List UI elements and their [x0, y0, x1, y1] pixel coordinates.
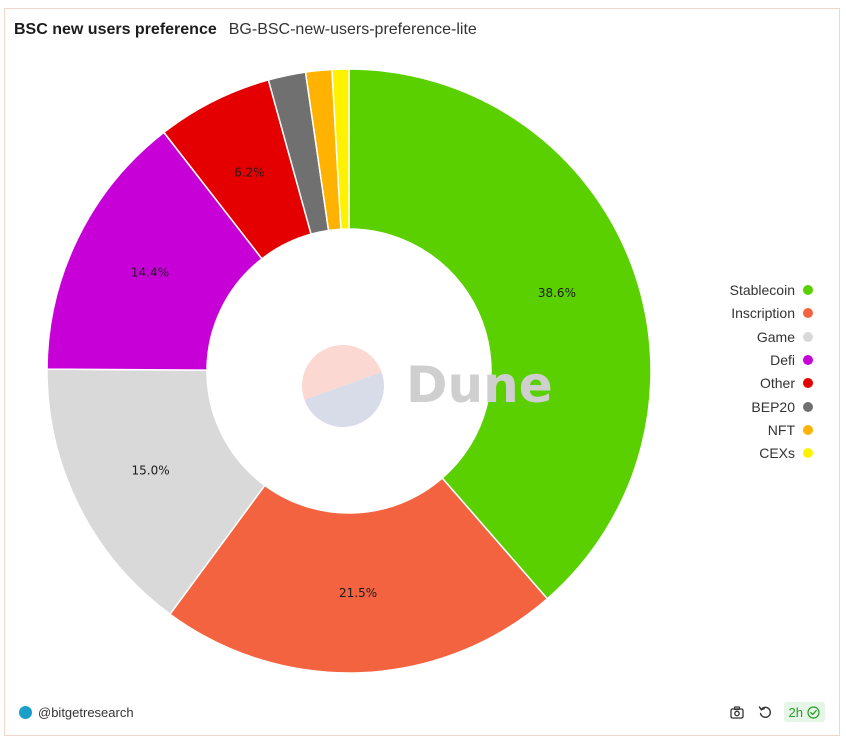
legend-item-defi[interactable]: Defi [770, 351, 813, 369]
chart-header: BSC new users preference BG-BSC-new-user… [14, 21, 477, 39]
legend-item-inscription[interactable]: Inscription [731, 304, 813, 322]
author-avatar [19, 706, 32, 719]
check-circle-icon [807, 705, 820, 719]
legend-item-stablecoin[interactable]: Stablecoin [730, 281, 813, 299]
legend-label: NFT [767, 421, 795, 438]
legend-label: Inscription [731, 305, 795, 322]
legend-dot [803, 285, 813, 296]
legend-dot [803, 378, 813, 389]
slice-inscription[interactable] [168, 477, 549, 674]
refresh-age-badge[interactable]: 2h [783, 702, 825, 722]
donut-chart: 38.6% 21.5% 15.0% 14.4% 6.2% Dune [46, 68, 652, 674]
dune-watermark: Dune [301, 344, 553, 427]
chart-card: BSC new users preference BG-BSC-new-user… [4, 8, 840, 736]
author-tag[interactable]: @bitgetresearch [19, 705, 134, 720]
slice-cexs[interactable] [331, 68, 350, 231]
slice-stablecoin[interactable] [348, 68, 652, 600]
legend-label: Other [759, 375, 795, 392]
legend-item-nft[interactable]: NFT [768, 421, 813, 439]
slice-label-other: 6.2% [234, 166, 265, 180]
slice-label-defi: 14.4% [131, 266, 169, 280]
refresh-icon[interactable] [756, 703, 774, 721]
legend-dot [803, 331, 813, 342]
watermark-logo-bottom [304, 371, 384, 427]
legend-item-other[interactable]: Other [760, 374, 813, 392]
chart-subtitle: BG-BSC-new-users-preference-lite [228, 21, 477, 38]
watermark-logo-top [301, 344, 382, 401]
age-text: 2h [788, 704, 803, 720]
footer-actions: 2h [728, 702, 825, 722]
legend-dot [803, 424, 813, 435]
slice-label-inscription: 21.5% [339, 586, 377, 600]
donut-slices [46, 68, 652, 674]
author-name: @bitgetresearch [38, 705, 134, 720]
slice-label-game: 15.0% [132, 464, 170, 478]
slice-defi[interactable] [46, 131, 264, 371]
legend-item-bep20[interactable]: BEP20 [751, 397, 813, 415]
legend-label: BEP20 [751, 398, 795, 415]
legend-dot [803, 448, 813, 459]
slice-game[interactable] [46, 368, 266, 616]
legend-label: CEXs [759, 445, 795, 462]
legend-dot [803, 401, 813, 412]
legend-label: Stablecoin [729, 282, 795, 299]
chart-title: BSC new users preference [14, 21, 217, 38]
legend-label: Game [756, 328, 795, 345]
camera-icon[interactable] [728, 703, 746, 721]
legend-dot [803, 355, 813, 366]
legend-item-cexs[interactable]: CEXs [759, 444, 813, 462]
legend-label: Defi [770, 352, 795, 369]
legend-dot [803, 308, 813, 319]
slice-labels: 38.6% 21.5% 15.0% 14.4% 6.2% [131, 166, 576, 600]
chart-legend: Stablecoin Inscription Game Defi Other BEP20 N… [730, 281, 813, 462]
watermark-text: Dune [406, 356, 553, 414]
slice-label-stablecoin: 38.6% [538, 286, 576, 300]
legend-item-game[interactable]: Game [757, 328, 813, 346]
